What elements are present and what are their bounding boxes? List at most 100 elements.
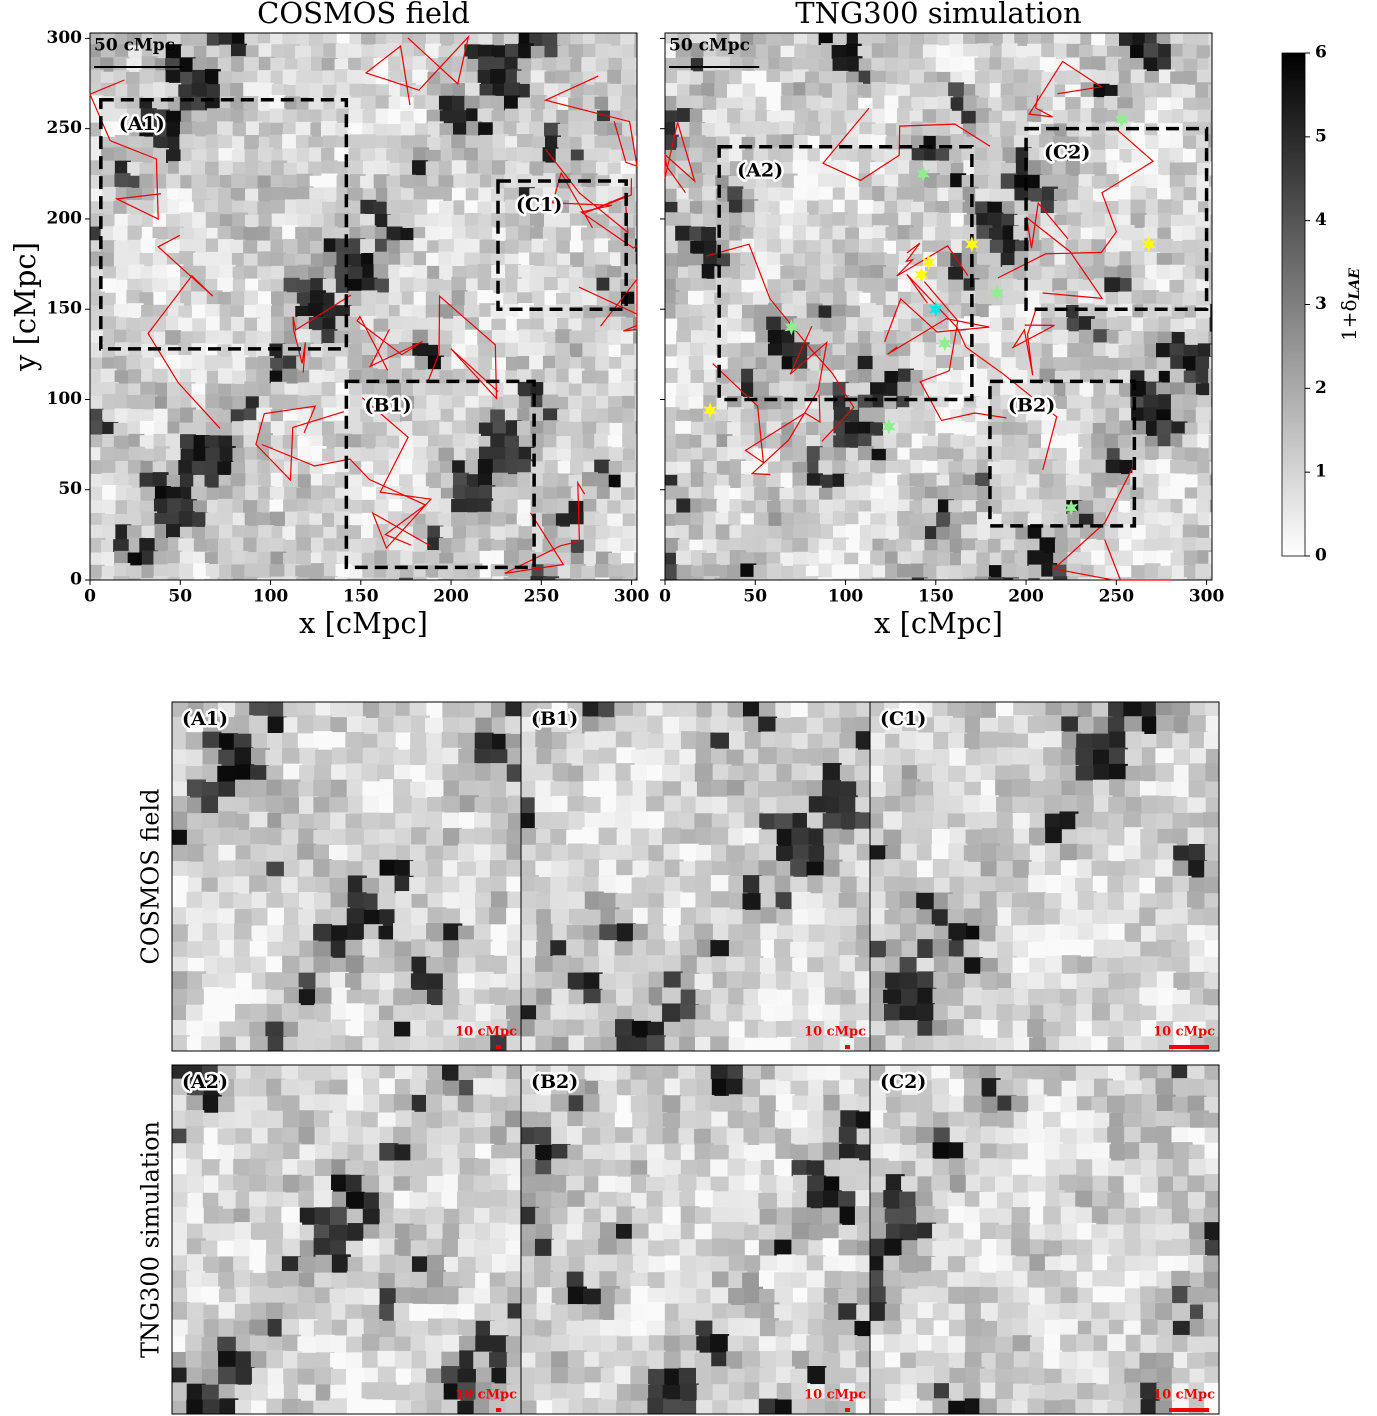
cell: [249, 941, 269, 961]
cell: [806, 473, 823, 490]
cell: [442, 876, 462, 896]
cell: [633, 201, 637, 218]
cell: [792, 988, 812, 1008]
cell: [779, 381, 796, 398]
y-axis-label: y [cMpc]: [8, 242, 42, 372]
cell: [1105, 565, 1122, 580]
cell: [662, 702, 682, 720]
cell: [387, 135, 404, 152]
cell: [113, 251, 130, 268]
cell: [243, 265, 260, 282]
cell: [90, 500, 105, 517]
cell: [309, 524, 326, 541]
cell: [282, 748, 302, 768]
cell: [694, 923, 714, 943]
cell: [988, 565, 1005, 580]
cell: [1052, 162, 1069, 179]
cell: [113, 225, 130, 242]
cell: [975, 188, 992, 205]
cell: [141, 394, 158, 411]
cell: [555, 343, 572, 360]
cell: [452, 381, 469, 398]
cell: [535, 971, 555, 991]
cell: [961, 563, 978, 580]
cell: [504, 199, 521, 216]
cell: [679, 702, 699, 721]
cell: [936, 175, 953, 192]
cell: [230, 188, 247, 205]
cell: [245, 121, 262, 138]
cell: [521, 907, 539, 927]
cell: [550, 893, 570, 913]
cell: [152, 252, 169, 269]
cell: [792, 472, 809, 489]
cell: [567, 972, 587, 992]
cell: [582, 827, 602, 847]
cell: [976, 526, 993, 543]
cell: [767, 409, 784, 426]
cell: [459, 875, 479, 895]
cell: [1131, 109, 1148, 126]
cell: [139, 538, 156, 555]
cell: [775, 892, 795, 912]
cell: [1208, 551, 1212, 568]
cell: [635, 147, 637, 164]
cell: [426, 733, 446, 753]
cell: [1105, 473, 1122, 490]
cell: [542, 513, 559, 530]
cell: [1182, 239, 1199, 256]
cell: [728, 875, 748, 895]
cell: [883, 578, 900, 580]
cell: [425, 941, 445, 961]
cell: [743, 939, 763, 959]
cell: [635, 122, 637, 139]
cell: [695, 844, 715, 864]
cell: [313, 731, 333, 751]
cell: [857, 355, 874, 372]
cell: [521, 957, 538, 977]
cell: [412, 524, 429, 541]
cell: [1183, 550, 1200, 567]
cell: [503, 33, 520, 47]
cell: [677, 473, 694, 490]
region-box: [717, 144, 974, 402]
cell: [690, 421, 707, 438]
marker: [937, 335, 952, 352]
cell: [114, 33, 131, 47]
cell: [1028, 329, 1045, 346]
cell: [1223, 109, 1239, 125]
cell: [1183, 200, 1200, 217]
cell: [542, 472, 559, 489]
cell: [474, 971, 494, 991]
cell: [696, 781, 716, 801]
cell: [701, 83, 718, 100]
cell: [1065, 460, 1082, 477]
cell: [313, 956, 333, 976]
cell: [1158, 394, 1175, 411]
cell: [427, 136, 444, 153]
cell: [1117, 265, 1134, 282]
cell: [758, 716, 778, 736]
cell: [566, 1004, 586, 1024]
cell: [555, 70, 572, 87]
cell: [410, 732, 430, 752]
cell: [1001, 188, 1018, 205]
cell: [790, 972, 810, 992]
cell: [452, 433, 469, 450]
cell: [521, 891, 540, 911]
cell: [1104, 277, 1121, 294]
cell: [235, 764, 255, 784]
cell: [531, 290, 548, 307]
cell: [806, 44, 823, 61]
cell: [1002, 577, 1019, 580]
cell: [792, 844, 812, 864]
cell: [844, 199, 861, 216]
cell: [595, 264, 612, 281]
cell: [191, 174, 208, 191]
cell: [962, 344, 979, 361]
cell: [740, 408, 757, 425]
cell: [1027, 550, 1044, 567]
cell: [883, 44, 900, 61]
cell: [838, 748, 858, 768]
cell: [465, 512, 482, 529]
